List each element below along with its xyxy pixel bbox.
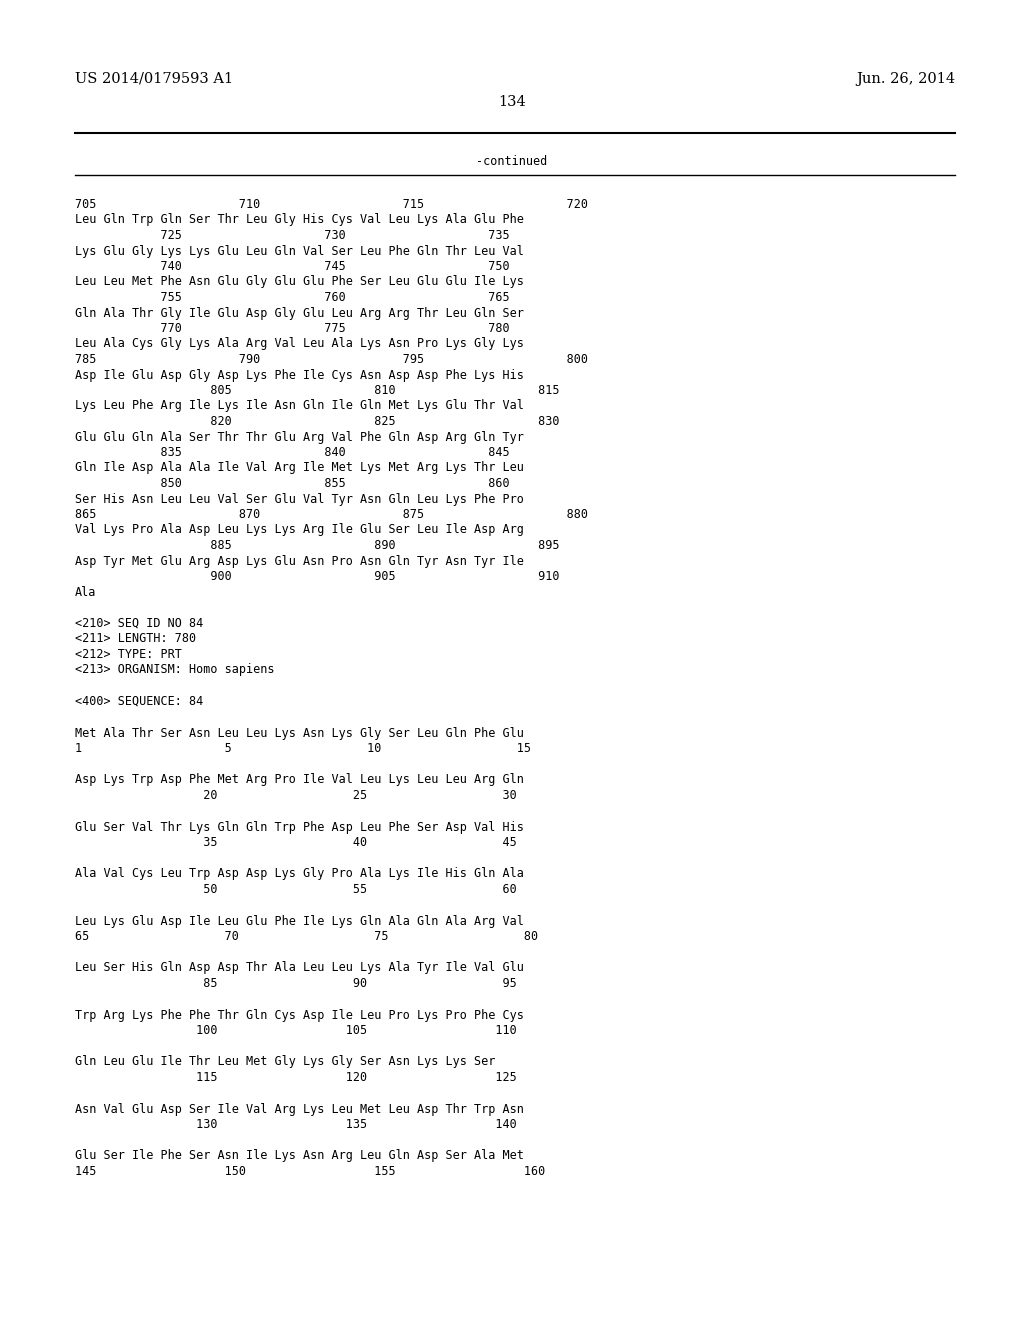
Text: <211> LENGTH: 780: <211> LENGTH: 780 — [75, 632, 197, 645]
Text: 805                    810                    815: 805 810 815 — [75, 384, 559, 397]
Text: Asp Ile Glu Asp Gly Asp Lys Phe Ile Cys Asn Asp Asp Phe Lys His: Asp Ile Glu Asp Gly Asp Lys Phe Ile Cys … — [75, 368, 524, 381]
Text: Ser His Asn Leu Leu Val Ser Glu Val Tyr Asn Gln Leu Lys Phe Pro: Ser His Asn Leu Leu Val Ser Glu Val Tyr … — [75, 492, 524, 506]
Text: Met Ala Thr Ser Asn Leu Leu Lys Asn Lys Gly Ser Leu Gln Phe Glu: Met Ala Thr Ser Asn Leu Leu Lys Asn Lys … — [75, 726, 524, 739]
Text: Ala: Ala — [75, 586, 96, 598]
Text: 145                  150                  155                  160: 145 150 155 160 — [75, 1166, 545, 1177]
Text: Gln Ala Thr Gly Ile Glu Asp Gly Glu Leu Arg Arg Thr Leu Gln Ser: Gln Ala Thr Gly Ile Glu Asp Gly Glu Leu … — [75, 306, 524, 319]
Text: Trp Arg Lys Phe Phe Thr Gln Cys Asp Ile Leu Pro Lys Pro Phe Cys: Trp Arg Lys Phe Phe Thr Gln Cys Asp Ile … — [75, 1008, 524, 1022]
Text: 740                    745                    750: 740 745 750 — [75, 260, 510, 273]
Text: 50                   55                   60: 50 55 60 — [75, 883, 517, 896]
Text: 820                    825                    830: 820 825 830 — [75, 414, 559, 428]
Text: 130                  135                  140: 130 135 140 — [75, 1118, 517, 1131]
Text: 900                    905                    910: 900 905 910 — [75, 570, 559, 583]
Text: 20                   25                   30: 20 25 30 — [75, 789, 517, 803]
Text: Leu Gln Trp Gln Ser Thr Leu Gly His Cys Val Leu Lys Ala Glu Phe: Leu Gln Trp Gln Ser Thr Leu Gly His Cys … — [75, 214, 524, 227]
Text: 725                    730                    735: 725 730 735 — [75, 228, 510, 242]
Text: <400> SEQUENCE: 84: <400> SEQUENCE: 84 — [75, 696, 203, 708]
Text: Leu Ala Cys Gly Lys Ala Arg Val Leu Ala Lys Asn Pro Lys Gly Lys: Leu Ala Cys Gly Lys Ala Arg Val Leu Ala … — [75, 338, 524, 351]
Text: 865                    870                    875                    880: 865 870 875 880 — [75, 508, 588, 521]
Text: Gln Ile Asp Ala Ala Ile Val Arg Ile Met Lys Met Arg Lys Thr Leu: Gln Ile Asp Ala Ala Ile Val Arg Ile Met … — [75, 462, 524, 474]
Text: Jun. 26, 2014: Jun. 26, 2014 — [856, 73, 955, 86]
Text: Leu Ser His Gln Asp Asp Thr Ala Leu Leu Lys Ala Tyr Ile Val Glu: Leu Ser His Gln Asp Asp Thr Ala Leu Leu … — [75, 961, 524, 974]
Text: 35                   40                   45: 35 40 45 — [75, 836, 517, 849]
Text: US 2014/0179593 A1: US 2014/0179593 A1 — [75, 73, 233, 86]
Text: Glu Ser Ile Phe Ser Asn Ile Lys Asn Arg Leu Gln Asp Ser Ala Met: Glu Ser Ile Phe Ser Asn Ile Lys Asn Arg … — [75, 1150, 524, 1163]
Text: Val Lys Pro Ala Asp Leu Lys Lys Arg Ile Glu Ser Leu Ile Asp Arg: Val Lys Pro Ala Asp Leu Lys Lys Arg Ile … — [75, 524, 524, 536]
Text: 705                    710                    715                    720: 705 710 715 720 — [75, 198, 588, 211]
Text: 100                  105                  110: 100 105 110 — [75, 1024, 517, 1038]
Text: Ala Val Cys Leu Trp Asp Asp Lys Gly Pro Ala Lys Ile His Gln Ala: Ala Val Cys Leu Trp Asp Asp Lys Gly Pro … — [75, 867, 524, 880]
Text: 134: 134 — [498, 95, 526, 110]
Text: 65                   70                   75                   80: 65 70 75 80 — [75, 931, 539, 942]
Text: <212> TYPE: PRT: <212> TYPE: PRT — [75, 648, 182, 661]
Text: 755                    760                    765: 755 760 765 — [75, 290, 510, 304]
Text: 785                    790                    795                    800: 785 790 795 800 — [75, 352, 588, 366]
Text: <210> SEQ ID NO 84: <210> SEQ ID NO 84 — [75, 616, 203, 630]
Text: 85                   90                   95: 85 90 95 — [75, 977, 517, 990]
Text: 835                    840                    845: 835 840 845 — [75, 446, 510, 459]
Text: Asp Tyr Met Glu Arg Asp Lys Glu Asn Pro Asn Gln Tyr Asn Tyr Ile: Asp Tyr Met Glu Arg Asp Lys Glu Asn Pro … — [75, 554, 524, 568]
Text: Leu Lys Glu Asp Ile Leu Glu Phe Ile Lys Gln Ala Gln Ala Arg Val: Leu Lys Glu Asp Ile Leu Glu Phe Ile Lys … — [75, 915, 524, 928]
Text: Glu Glu Gln Ala Ser Thr Thr Glu Arg Val Phe Gln Asp Arg Gln Tyr: Glu Glu Gln Ala Ser Thr Thr Glu Arg Val … — [75, 430, 524, 444]
Text: 850                    855                    860: 850 855 860 — [75, 477, 510, 490]
Text: 1                    5                   10                   15: 1 5 10 15 — [75, 742, 531, 755]
Text: <213> ORGANISM: Homo sapiens: <213> ORGANISM: Homo sapiens — [75, 664, 274, 676]
Text: Glu Ser Val Thr Lys Gln Gln Trp Phe Asp Leu Phe Ser Asp Val His: Glu Ser Val Thr Lys Gln Gln Trp Phe Asp … — [75, 821, 524, 833]
Text: Lys Leu Phe Arg Ile Lys Ile Asn Gln Ile Gln Met Lys Glu Thr Val: Lys Leu Phe Arg Ile Lys Ile Asn Gln Ile … — [75, 400, 524, 412]
Text: Asn Val Glu Asp Ser Ile Val Arg Lys Leu Met Leu Asp Thr Trp Asn: Asn Val Glu Asp Ser Ile Val Arg Lys Leu … — [75, 1102, 524, 1115]
Text: 885                    890                    895: 885 890 895 — [75, 539, 559, 552]
Text: 770                    775                    780: 770 775 780 — [75, 322, 510, 335]
Text: Asp Lys Trp Asp Phe Met Arg Pro Ile Val Leu Lys Leu Leu Arg Gln: Asp Lys Trp Asp Phe Met Arg Pro Ile Val … — [75, 774, 524, 787]
Text: Lys Glu Gly Lys Lys Glu Leu Gln Val Ser Leu Phe Gln Thr Leu Val: Lys Glu Gly Lys Lys Glu Leu Gln Val Ser … — [75, 244, 524, 257]
Text: Gln Leu Glu Ile Thr Leu Met Gly Lys Gly Ser Asn Lys Lys Ser: Gln Leu Glu Ile Thr Leu Met Gly Lys Gly … — [75, 1056, 496, 1068]
Text: Leu Leu Met Phe Asn Glu Gly Glu Glu Phe Ser Leu Glu Glu Ile Lys: Leu Leu Met Phe Asn Glu Gly Glu Glu Phe … — [75, 276, 524, 289]
Text: 115                  120                  125: 115 120 125 — [75, 1071, 517, 1084]
Text: -continued: -continued — [476, 154, 548, 168]
